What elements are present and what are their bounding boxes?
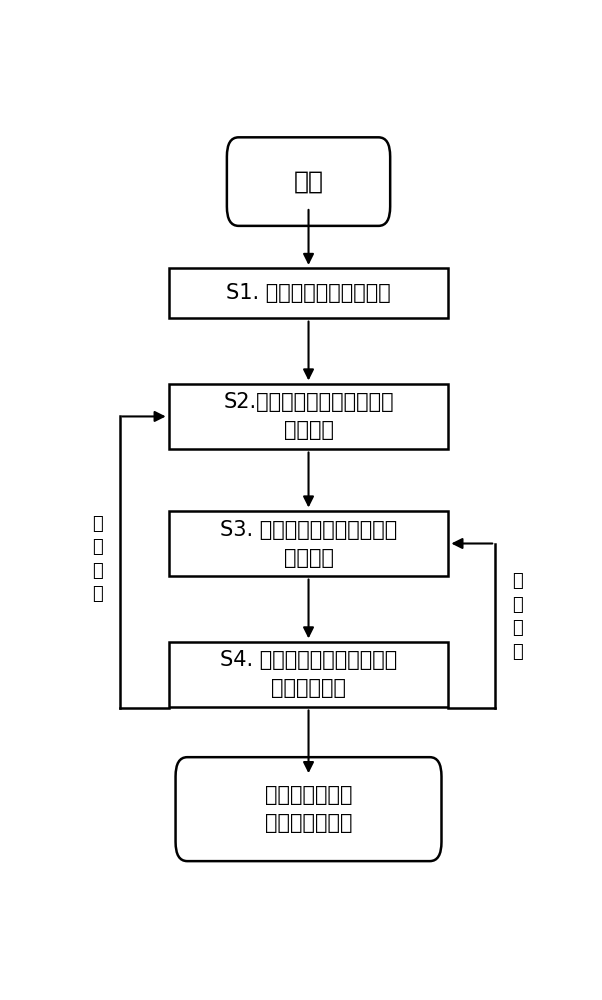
Text: 实
时
循
环: 实 时 循 环	[92, 514, 103, 603]
FancyBboxPatch shape	[227, 137, 390, 226]
FancyBboxPatch shape	[169, 511, 448, 576]
FancyBboxPatch shape	[169, 642, 448, 707]
Text: 开始: 开始	[294, 170, 323, 194]
Text: S2.动态振动噪声及激光波前
畸变测量: S2.动态振动噪声及激光波前 畸变测量	[223, 392, 394, 440]
FancyBboxPatch shape	[169, 384, 448, 449]
FancyBboxPatch shape	[169, 268, 448, 318]
Text: 高灵敏、高精度
重力值连续输出: 高灵敏、高精度 重力值连续输出	[265, 785, 352, 833]
FancyBboxPatch shape	[176, 757, 441, 861]
Text: S3. 振动噪声及激光波前畸变
实时补偿: S3. 振动噪声及激光波前畸变 实时补偿	[220, 520, 397, 568]
Text: S4. 振动噪声及激光波前畸变
补偿效果评估: S4. 振动噪声及激光波前畸变 补偿效果评估	[220, 650, 397, 698]
Text: 实
时
修
正: 实 时 修 正	[512, 572, 523, 661]
Text: S1. 静态激光波前畸变测量: S1. 静态激光波前畸变测量	[226, 283, 391, 303]
